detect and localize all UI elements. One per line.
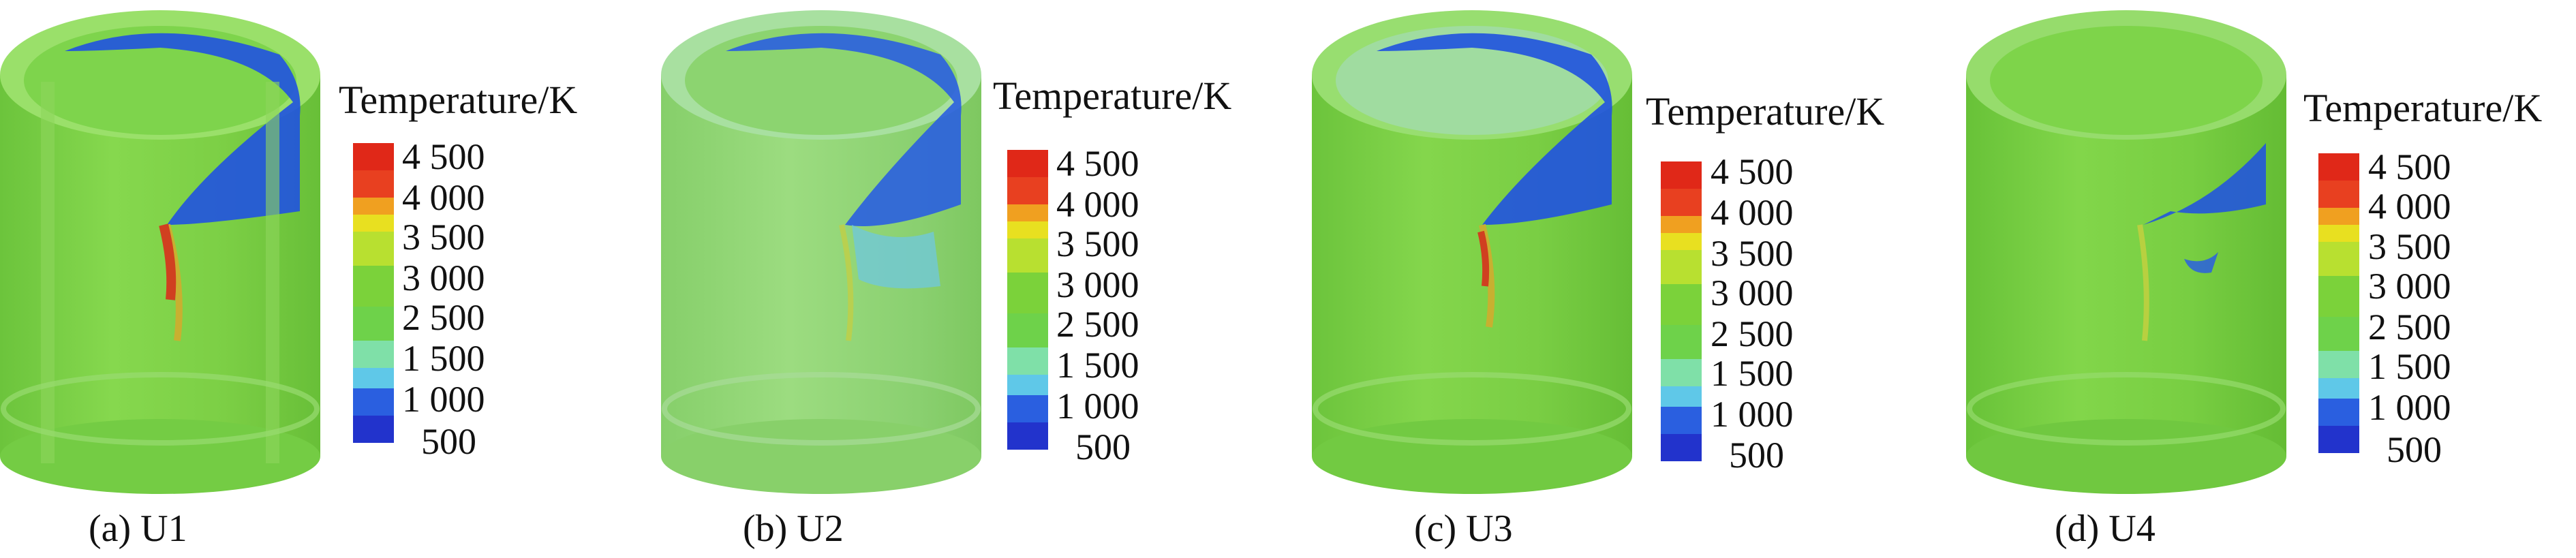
tick-label: 1 500 [1711, 353, 1794, 394]
tick-label: 500 [421, 421, 476, 462]
tick-label: 4 000 [1056, 184, 1139, 225]
tick-label: 1 000 [402, 379, 485, 420]
tick-label: 3 500 [1711, 233, 1794, 274]
cylinder-render-u4 [1966, 10, 2286, 494]
tick-label: 4 500 [1056, 143, 1139, 184]
tick-label: 3 000 [402, 258, 485, 298]
panel-u2: Temperature/K 4 500 4 000 3 500 3 000 2 … [661, 0, 1305, 558]
color-bar [353, 143, 394, 443]
tick-label: 1 000 [1711, 394, 1794, 435]
tick-label: 3 000 [2368, 266, 2451, 307]
tick-label: 3 000 [1056, 264, 1139, 305]
color-bar [2318, 153, 2359, 453]
panel-u4: Temperature/K 4 500 4 000 3 500 3 000 2 … [1966, 0, 2576, 558]
tick-label: 4 500 [2368, 146, 2451, 187]
cylinder-render-u3 [1312, 10, 1632, 494]
tick-label: 3 500 [402, 217, 485, 258]
tick-label: 2 500 [2368, 307, 2451, 347]
tick-label: 1 500 [1056, 345, 1139, 386]
tick-label: 1 000 [2368, 387, 2451, 428]
tick-label: 3 500 [1056, 223, 1139, 264]
color-bar [1661, 161, 1702, 461]
tick-label: 3 500 [2368, 226, 2451, 267]
tick-label: 2 500 [402, 297, 485, 338]
tick-label: 3 000 [1711, 273, 1794, 313]
cylinder-render-u1 [0, 10, 320, 494]
panel-caption: (a) U1 [89, 508, 187, 550]
tick-label: 1 500 [402, 338, 485, 379]
panel-caption: (d) U4 [2055, 508, 2156, 550]
tick-label: 4 500 [402, 136, 485, 177]
tick-label: 500 [1075, 427, 1131, 467]
legend-title: Temperature/K [339, 78, 578, 122]
tick-label: 2 500 [1056, 304, 1139, 345]
panel-caption: (c) U3 [1414, 508, 1513, 550]
tick-label: 4 000 [2368, 186, 2451, 227]
tick-label: 2 500 [1711, 313, 1794, 354]
tick-label: 1 000 [1056, 386, 1139, 427]
panel-u1: Temperature/K 4 500 4 000 3 500 3 000 2 … [0, 0, 644, 558]
tick-label: 4 500 [1711, 151, 1794, 192]
tick-label: 4 000 [1711, 192, 1794, 233]
legend-title: Temperature/K [2303, 86, 2543, 130]
tick-label: 4 000 [402, 177, 485, 218]
panel-caption: (b) U2 [743, 508, 844, 550]
legend-title: Temperature/K [1646, 89, 1885, 134]
tick-label: 500 [1729, 435, 1784, 476]
color-bar [1007, 150, 1048, 450]
legend-title: Temperature/K [993, 74, 1232, 118]
tick-label: 1 500 [2368, 346, 2451, 387]
tick-label: 500 [2387, 429, 2442, 470]
cylinder-render-u2 [661, 10, 981, 494]
panel-u3: Temperature/K 4 500 4 000 3 500 3 000 2 … [1312, 0, 1956, 558]
